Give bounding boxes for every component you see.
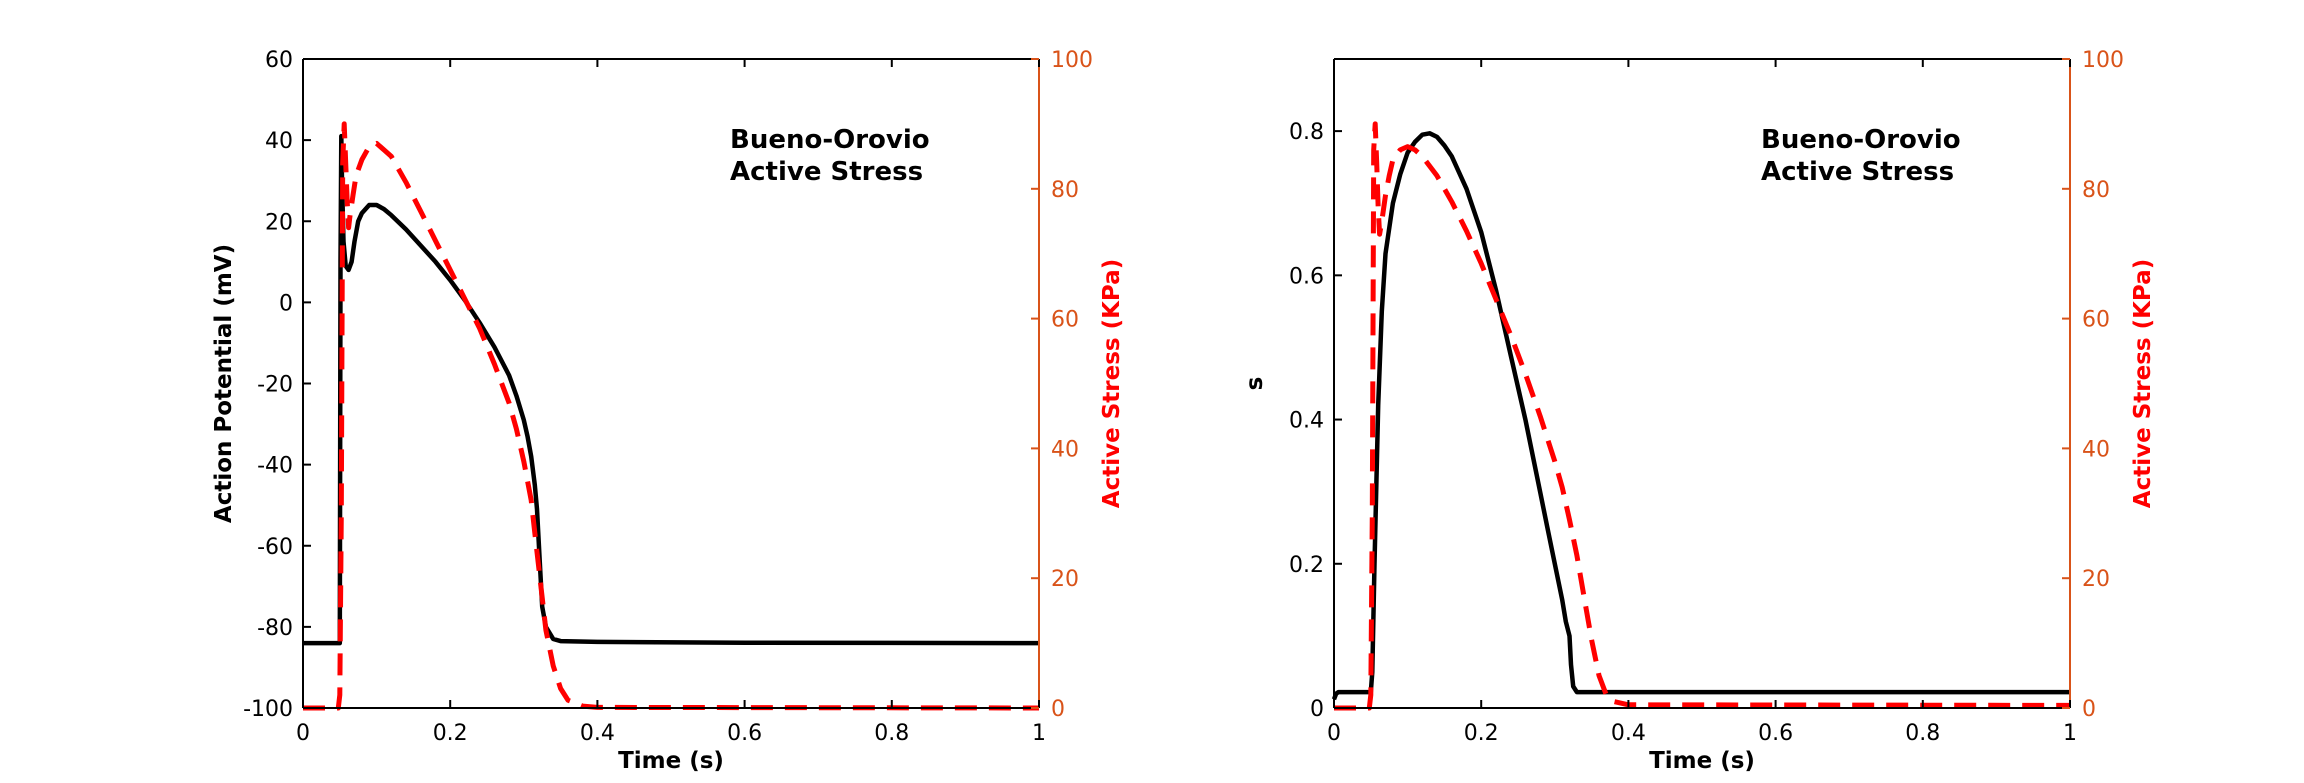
y-tick-label: 40 (265, 129, 293, 154)
x-tick-label: 0.6 (727, 721, 762, 746)
y2-tick-label: 40 (1051, 437, 1079, 462)
y-tick-label: 0 (279, 291, 293, 316)
chart-annotation-line: Active Stress (730, 157, 923, 187)
y-tick-label: -100 (243, 697, 293, 722)
y2-tick-label: 60 (2082, 308, 2110, 333)
active-stress-series-line (1334, 121, 2071, 711)
y-tick-label: -40 (257, 454, 293, 479)
chart-right-gating-variable: 0 0.2 0.4 0.6 0.8 100.20.40.60.8020406080100T… (1242, 48, 2156, 774)
x-tick-label: 0.2 (1464, 721, 1499, 746)
x-tick-label: 0.2 (433, 721, 468, 746)
y-tick-label: 60 (265, 48, 293, 73)
x-tick-label: 0.4 (580, 721, 615, 746)
y2-tick-label: 80 (2082, 178, 2110, 203)
y2-tick-label: 60 (1051, 308, 1079, 333)
y2-tick-label: 0 (1051, 697, 1065, 722)
x-tick-label: 0.4 (1611, 721, 1646, 746)
y-tick-label: 0.4 (1289, 409, 1324, 434)
y2-tick-label: 0 (2082, 697, 2096, 722)
y-tick-label: 0.8 (1289, 120, 1324, 145)
chart-left-action-potential: 0 0.2 0.4 0.6 0.8 1 -100 -80 -60 -40 -20 0 20 40 60 0 20… (211, 48, 1125, 774)
y2-axis-title: Active Stress (KPa) (1099, 259, 1125, 508)
x-tick-label: 0.8 (1905, 721, 1940, 746)
chart-annotation-line: Active Stress (1761, 157, 1954, 187)
y2-axis-title: Active Stress (KPa) (2130, 259, 2156, 508)
y2-tick-label: 20 (1051, 567, 1079, 592)
y2-tick-label: 80 (1051, 178, 1079, 203)
y-tick-label: 0.2 (1289, 553, 1324, 578)
y-tick-label: -60 (257, 535, 293, 560)
y-axis-title: s (1242, 377, 1268, 391)
chart-annotation-line: Bueno-Orovio (730, 125, 930, 155)
primary-series-line (1331, 131, 2070, 701)
x-tick-label: 1 (2063, 721, 2077, 746)
x-axis-title: Time (s) (1649, 748, 1755, 774)
x-tick-label: 0 (296, 721, 310, 746)
y-tick-label: 0.6 (1289, 264, 1324, 289)
y-tick-label: -20 (257, 373, 293, 398)
y2-tick-label: 20 (2082, 567, 2110, 592)
y-axis-title: Action Potential (mV) (211, 244, 237, 523)
chart-annotation-line: Bueno-Orovio (1761, 125, 1961, 155)
y2-tick-label: 100 (2082, 48, 2124, 73)
x-tick-label: 0.8 (874, 721, 909, 746)
x-tick-label: 0.6 (1758, 721, 1793, 746)
y2-tick-label: 40 (2082, 437, 2110, 462)
y2-tick-label: 100 (1051, 48, 1093, 73)
y-tick-label: 20 (265, 210, 293, 235)
y-tick-label: -80 (257, 616, 293, 641)
x-tick-label: 1 (1032, 721, 1046, 746)
x-axis-title: Time (s) (618, 748, 724, 774)
x-tick-label: 0 (1327, 721, 1341, 746)
active-stress-series-line (303, 121, 1040, 711)
y-tick-label: 0 (1310, 697, 1324, 722)
